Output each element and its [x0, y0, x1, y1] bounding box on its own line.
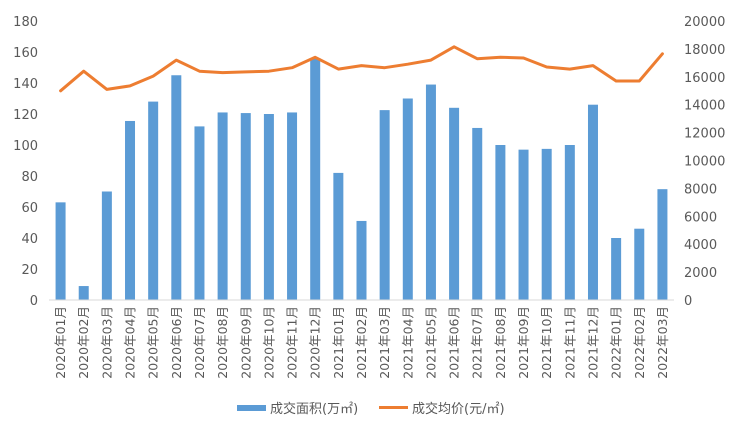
- bar: [611, 238, 622, 300]
- x-tick-label: 2022年02月: [632, 306, 647, 379]
- right-tick-label: 20000: [684, 15, 725, 30]
- left-tick-label: 140: [13, 77, 38, 92]
- x-tick-label: 2022年01月: [609, 306, 624, 379]
- bar: [379, 110, 390, 300]
- x-axis-labels: 2020年01月 2020年02月 2020年03月 2020年04月 2020年05月…: [53, 306, 670, 379]
- right-tick-label: 14000: [684, 99, 725, 114]
- bar: [55, 202, 66, 300]
- left-tick-label: 180: [13, 15, 38, 30]
- right-tick-label: 10000: [684, 155, 725, 170]
- x-tick-label: 2021年01月: [331, 306, 346, 379]
- right-tick-label: 0: [684, 294, 692, 309]
- x-tick-label: 2021年07月: [470, 306, 485, 379]
- legend-swatch-bar: [237, 405, 266, 411]
- right-tick-label: 4000: [684, 238, 717, 253]
- bar: [402, 98, 413, 300]
- x-tick-label: 2020年07月: [192, 306, 207, 379]
- left-tick-label: 60: [21, 201, 38, 216]
- bar: [472, 127, 483, 300]
- legend-swatch-line: [379, 406, 408, 409]
- x-tick-label: 2020年11月: [285, 306, 300, 379]
- bar: [217, 112, 228, 300]
- bar-series: [55, 58, 668, 301]
- bar: [240, 113, 251, 300]
- bar: [333, 172, 344, 300]
- x-tick-label: 2021年06月: [447, 306, 462, 379]
- legend-label-bar: 成交面积(万㎡): [270, 401, 358, 417]
- x-tick-label: 2020年01月: [53, 306, 68, 379]
- x-tick-label: 2020年02月: [76, 306, 91, 379]
- right-tick-label: 2000: [684, 266, 717, 281]
- bar: [287, 112, 298, 300]
- bar: [425, 84, 436, 300]
- legend-label-line: 成交均价(元/㎡): [412, 401, 505, 417]
- bar: [634, 228, 645, 300]
- bar: [171, 75, 182, 300]
- bar: [310, 58, 321, 301]
- bar: [518, 149, 529, 300]
- x-tick-label: 2020年10月: [261, 306, 276, 379]
- line-series: [59, 45, 664, 93]
- x-tick-label: 2021年10月: [539, 306, 554, 379]
- x-tick-label: 2021年03月: [377, 306, 392, 379]
- x-tick-label: 2021年09月: [516, 306, 531, 379]
- left-axis-ticks: 0 20 40 60 80 100 120 140 160 180: [13, 15, 38, 309]
- right-tick-label: 8000: [684, 182, 717, 197]
- x-tick-label: 2020年06月: [169, 306, 184, 379]
- x-tick-label: 2020年09月: [238, 306, 253, 379]
- x-tick-label: 2021年05月: [423, 306, 438, 379]
- bar: [587, 104, 598, 300]
- x-tick-label: 2022年03月: [655, 306, 670, 379]
- left-tick-label: 120: [13, 108, 38, 123]
- right-tick-label: 18000: [684, 43, 725, 58]
- right-axis-ticks: 0 2000 4000 6000 8000 10000 12000 14000 16000 180…: [684, 15, 725, 309]
- x-tick-label: 2020年04月: [123, 306, 138, 379]
- bar: [148, 101, 159, 300]
- price-line: [59, 45, 664, 93]
- bar: [356, 220, 367, 300]
- x-tick-label: 2021年04月: [400, 306, 415, 379]
- bar: [263, 114, 274, 300]
- x-tick-label: 2021年12月: [585, 306, 600, 379]
- bar: [564, 145, 575, 300]
- left-tick-label: 0: [30, 294, 38, 309]
- bar: [541, 148, 552, 300]
- left-tick-label: 20: [21, 263, 38, 278]
- left-tick-label: 160: [13, 46, 38, 61]
- x-tick-label: 2021年11月: [562, 306, 577, 379]
- legend: 成交面积(万㎡) 成交均价(元/㎡): [237, 401, 505, 417]
- bar: [194, 126, 205, 301]
- bar: [125, 120, 136, 300]
- x-tick-label: 2020年12月: [308, 306, 323, 379]
- right-tick-label: 6000: [684, 210, 717, 225]
- x-tick-label: 2020年05月: [146, 306, 161, 379]
- bar: [657, 189, 668, 300]
- x-tick-label: 2021年08月: [493, 306, 508, 379]
- bar: [449, 107, 460, 300]
- x-tick-label: 2020年08月: [215, 306, 230, 379]
- left-tick-label: 40: [21, 232, 38, 247]
- x-tick-label: 2020年03月: [99, 306, 114, 379]
- left-tick-label: 100: [13, 139, 38, 154]
- bar: [101, 191, 112, 300]
- bar: [78, 286, 89, 300]
- bar: [495, 145, 506, 300]
- x-tick-label: 2021年02月: [354, 306, 369, 379]
- right-tick-label: 16000: [684, 71, 725, 86]
- right-tick-label: 12000: [684, 127, 725, 142]
- left-tick-label: 80: [21, 170, 38, 185]
